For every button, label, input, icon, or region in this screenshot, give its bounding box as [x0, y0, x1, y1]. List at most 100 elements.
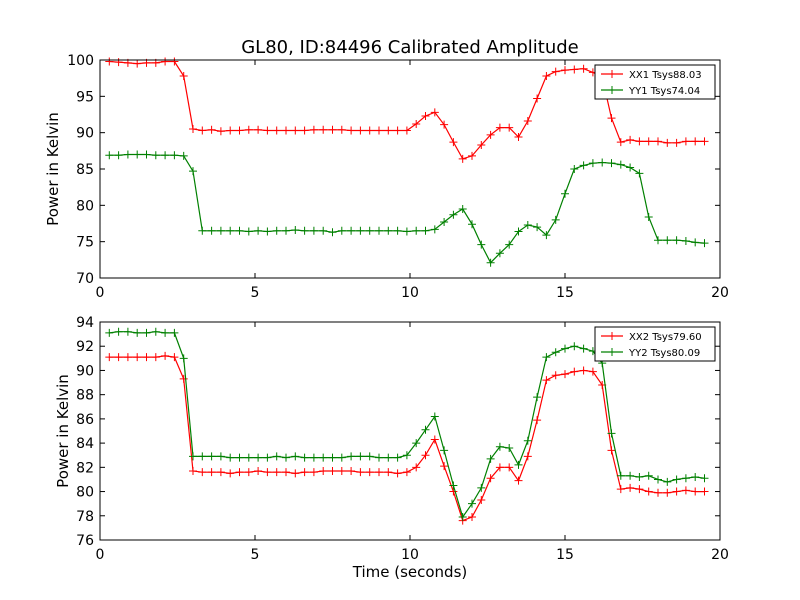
- bottom-data-point: [244, 468, 253, 477]
- bottom-data-point: [505, 463, 514, 472]
- top-data-point: [579, 161, 588, 170]
- bottom-data-point: [319, 453, 328, 462]
- top-data-point: [523, 220, 532, 229]
- top-data-point: [402, 227, 411, 236]
- top-data-point: [533, 94, 542, 103]
- top-data-point: [430, 108, 439, 117]
- bottom-y-tick-label: 78: [76, 509, 94, 525]
- bottom-plot-legend: XX2 Tsys79.60 YY2 Tsys80.09: [594, 326, 716, 362]
- top-data-point: [300, 226, 309, 235]
- bottom-data-point: [189, 452, 197, 461]
- top-data-point: [505, 123, 514, 132]
- top-data-point: [458, 204, 467, 213]
- top-data-point: [570, 65, 579, 74]
- top-data-point: [263, 126, 272, 135]
- bottom-data-point: [151, 327, 160, 336]
- bottom-data-point: [523, 452, 532, 461]
- top-data-point: [170, 151, 179, 160]
- bottom-data-point: [551, 348, 560, 357]
- bottom-data-point: [579, 344, 588, 353]
- bottom-data-point: [654, 488, 662, 497]
- top-data-point: [384, 126, 393, 135]
- bottom-data-point: [700, 487, 709, 496]
- bottom-data-point: [291, 452, 300, 461]
- bottom-data-point: [449, 481, 458, 490]
- bottom-data-point: [588, 367, 597, 376]
- top-data-point: [533, 223, 542, 232]
- top-data-point: [105, 151, 114, 160]
- top-data-point: [561, 189, 569, 198]
- top-data-point: [216, 226, 225, 235]
- top-data-point: [663, 138, 672, 147]
- figure-title: GL80, ID:84496 Calibrated Amplitude: [241, 37, 579, 58]
- bottom-data-point: [505, 443, 514, 452]
- top-data-point: [402, 126, 411, 135]
- top-data-point: [291, 226, 300, 235]
- top-data-point: [142, 150, 151, 159]
- top-legend-marker: [608, 70, 616, 78]
- top-data-point: [616, 138, 625, 147]
- bottom-y-tick-label: 86: [76, 412, 94, 428]
- top-y-tick-label: 75: [76, 235, 94, 251]
- top-plot-legend: XX1 Tsys88.03 YY1 Tsys74.04: [594, 64, 716, 100]
- bottom-data-point: [347, 452, 356, 461]
- top-data-point: [114, 151, 123, 160]
- top-plot-ticks: 0 5 10 15 20 70 75 80 85 90 95 100: [67, 53, 729, 301]
- bottom-data-point: [114, 353, 123, 362]
- bottom-data-point: [337, 466, 346, 475]
- top-x-tick-label: 20: [711, 285, 729, 301]
- bottom-data-point: [663, 477, 672, 486]
- bottom-data-point: [440, 446, 449, 455]
- bottom-data-point: [282, 468, 290, 477]
- top-data-point: [375, 226, 383, 235]
- bottom-data-point: [551, 371, 560, 380]
- top-data-point: [458, 154, 467, 163]
- bottom-data-point: [235, 468, 244, 477]
- top-data-point: [282, 226, 290, 235]
- bottom-data-point: [663, 488, 672, 497]
- bottom-data-point: [514, 460, 523, 469]
- bottom-data-point: [393, 469, 402, 478]
- bottom-x-tick-label: 5: [251, 547, 260, 563]
- top-data-point: [300, 126, 309, 135]
- bottom-data-point: [561, 370, 569, 379]
- top-data-point: [495, 123, 504, 132]
- bottom-data-point: [644, 487, 653, 496]
- top-data-point: [254, 226, 263, 235]
- bottom-data-point: [375, 468, 383, 477]
- top-data-point: [412, 226, 421, 235]
- bottom-data-point: [133, 353, 142, 362]
- bottom-data-point: [440, 462, 449, 471]
- top-data-point: [551, 215, 560, 224]
- top-data-point: [114, 58, 123, 67]
- top-data-point: [151, 151, 160, 160]
- bottom-plot: 0 5 10 15 20 76 78 80 82 84 86 88 90 92 94 Power in Ke…: [54, 315, 729, 563]
- bottom-data-point: [216, 452, 225, 461]
- top-data-point: [440, 218, 449, 227]
- bottom-data-point: [198, 468, 207, 477]
- bottom-legend-label: XX2 Tsys79.60: [629, 332, 702, 343]
- bottom-data-point: [635, 473, 644, 482]
- top-data-point: [644, 137, 653, 146]
- x-axis-label: Time (seconds): [352, 563, 468, 581]
- bottom-data-point: [579, 366, 588, 375]
- top-data-point: [207, 125, 216, 134]
- top-data-point: [440, 120, 449, 129]
- top-data-point: [328, 228, 337, 237]
- top-y-tick-label: 70: [76, 271, 94, 287]
- bottom-data-point: [672, 475, 681, 484]
- top-data-point: [635, 137, 644, 146]
- bottom-data-point: [216, 468, 225, 477]
- top-y-tick-label: 100: [67, 53, 94, 69]
- top-data-point: [486, 258, 495, 267]
- bottom-data-point: [626, 471, 635, 480]
- top-x-tick-label: 5: [251, 285, 260, 301]
- top-data-point: [579, 64, 588, 73]
- bottom-data-point: [309, 453, 318, 462]
- top-legend-box: [594, 64, 716, 100]
- top-data-point: [626, 163, 635, 172]
- bottom-data-point: [495, 463, 504, 472]
- bottom-data-point: [495, 442, 504, 451]
- top-data-point: [691, 238, 700, 247]
